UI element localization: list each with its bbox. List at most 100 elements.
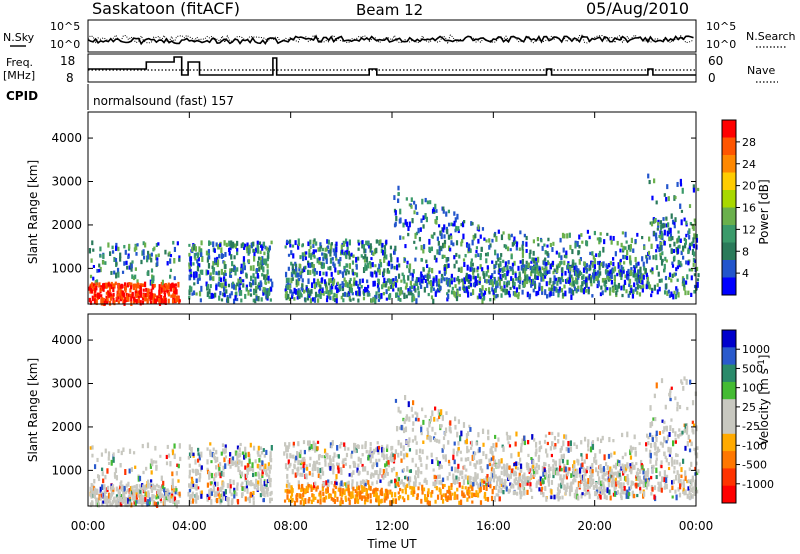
- power-scatter-point: [230, 254, 233, 260]
- power-scatter-point: [552, 241, 555, 246]
- velocity-scatter-point: [109, 501, 112, 507]
- power-scatter-point: [262, 258, 265, 264]
- velocity-scatter-point: [516, 466, 519, 471]
- power-scatter-point: [246, 249, 249, 254]
- velocity-scatter-point: [417, 473, 420, 479]
- velocity-scatter-point: [135, 494, 139, 500]
- power-scatter-point: [652, 230, 656, 236]
- power-scatter-point: [629, 255, 632, 261]
- power-scatter-point: [108, 251, 112, 257]
- velocity-scatter-point: [171, 482, 174, 488]
- power-scatter-point: [162, 295, 166, 301]
- velocity-scatter-point: [106, 485, 110, 490]
- power-scatter-point: [696, 278, 700, 282]
- velocity-scatter-point: [269, 497, 272, 504]
- velocity-scatter-point: [440, 494, 443, 501]
- velocity-scatter-point: [231, 460, 234, 467]
- velocity-scatter-point: [408, 416, 411, 422]
- power-scatter-point: [121, 270, 125, 274]
- velocity-scatter-point: [427, 488, 430, 495]
- velocity-scatter-point: [497, 489, 500, 493]
- power-scatter-point: [385, 289, 388, 295]
- velocity-scatter-point: [335, 481, 338, 486]
- power-scatter-point: [409, 286, 412, 292]
- velocity-scatter-point: [501, 444, 504, 448]
- power-scatter-point: [285, 277, 289, 284]
- velocity-scatter-point: [177, 499, 180, 504]
- power-scatter-point: [161, 283, 164, 288]
- velocity-scatter-point: [394, 492, 397, 498]
- power-scatter-point: [489, 243, 492, 248]
- noise-left-tick-top: 10^5: [50, 20, 80, 33]
- velocity-scatter-point: [381, 447, 384, 453]
- velocity-scatter-point: [312, 493, 315, 499]
- velocity-scatter-point: [639, 486, 642, 491]
- velocity-scatter-point: [601, 435, 604, 441]
- power-scatter-point: [557, 293, 560, 298]
- power-scatter-point: [624, 231, 627, 238]
- power-scatter-point: [580, 288, 583, 293]
- velocity-scatter-point: [259, 446, 263, 450]
- velocity-scatter-point: [528, 476, 531, 483]
- power-scatter-point: [535, 261, 538, 265]
- velocity-scatter-point: [409, 476, 412, 483]
- velocity-scatter-point: [580, 453, 583, 457]
- velocity-scatter-point: [238, 459, 241, 464]
- velocity-scatter-point: [188, 494, 192, 501]
- power-scatter-point: [301, 252, 304, 258]
- power-scatter-point: [443, 271, 446, 276]
- power-scatter-point: [224, 264, 227, 270]
- power-scatter-point: [663, 290, 667, 295]
- power-scatter-point: [543, 275, 547, 279]
- velocity-scatter-point: [134, 499, 137, 506]
- velocity-scatter-point: [671, 428, 675, 433]
- power-scatter-point: [620, 276, 623, 281]
- power-scatter-point: [342, 292, 345, 297]
- velocity-scatter-point: [248, 497, 251, 501]
- velocity-scatter-point: [586, 465, 589, 471]
- power-scatter-point: [506, 270, 509, 277]
- power-scatter-point: [264, 289, 267, 295]
- power-scatter-point: [289, 243, 292, 248]
- power-scatter-point: [560, 255, 563, 261]
- power-scatter-point: [151, 274, 154, 278]
- velocity-scatter-point: [506, 434, 509, 441]
- power-scatter-point: [260, 282, 263, 288]
- power-scatter-point: [377, 287, 381, 292]
- velocity-scatter-point: [453, 478, 457, 485]
- power-scatter-point: [321, 265, 324, 270]
- velocity-scatter-point: [179, 456, 182, 462]
- power-scatter-point: [327, 290, 330, 296]
- power-scatter-point: [437, 224, 441, 228]
- velocity-scatter-point: [206, 493, 209, 499]
- power-scatter-point: [124, 298, 127, 303]
- velocity-scatter-point: [249, 442, 252, 448]
- power-scatter-point: [255, 289, 258, 294]
- velocity-scatter-point: [559, 474, 562, 481]
- velocity-scatter-point: [542, 492, 545, 498]
- power-scatter-point: [430, 246, 434, 252]
- velocity-scatter-point: [326, 487, 329, 493]
- power-scatter-point: [480, 289, 483, 295]
- velocity-scatter-point: [296, 497, 299, 503]
- velocity-scatter-point: [156, 502, 159, 508]
- velocity-scatter-point: [660, 487, 663, 493]
- power-scatter-point: [636, 273, 639, 280]
- velocity-scatter-point: [538, 440, 541, 445]
- velocity-scatter-point: [526, 489, 529, 495]
- power-scatter-point: [389, 245, 393, 250]
- power-scatter-point: [506, 282, 509, 288]
- power-scatter-point: [367, 240, 370, 246]
- power-scatter-point: [412, 269, 415, 274]
- power-scatter-point: [218, 276, 221, 282]
- power-scatter-point: [348, 280, 351, 285]
- velocity-scatter-point: [563, 466, 566, 473]
- velocity-scatter-point: [475, 490, 478, 496]
- power-scatter-point: [352, 297, 355, 301]
- velocity-scatter-point: [284, 463, 288, 470]
- velocity-scatter-point: [647, 479, 650, 486]
- velocity-scatter-point: [377, 445, 381, 450]
- velocity-scatter-point: [325, 480, 328, 486]
- power-scatter-point: [661, 258, 664, 263]
- power-scatter-point: [208, 240, 211, 246]
